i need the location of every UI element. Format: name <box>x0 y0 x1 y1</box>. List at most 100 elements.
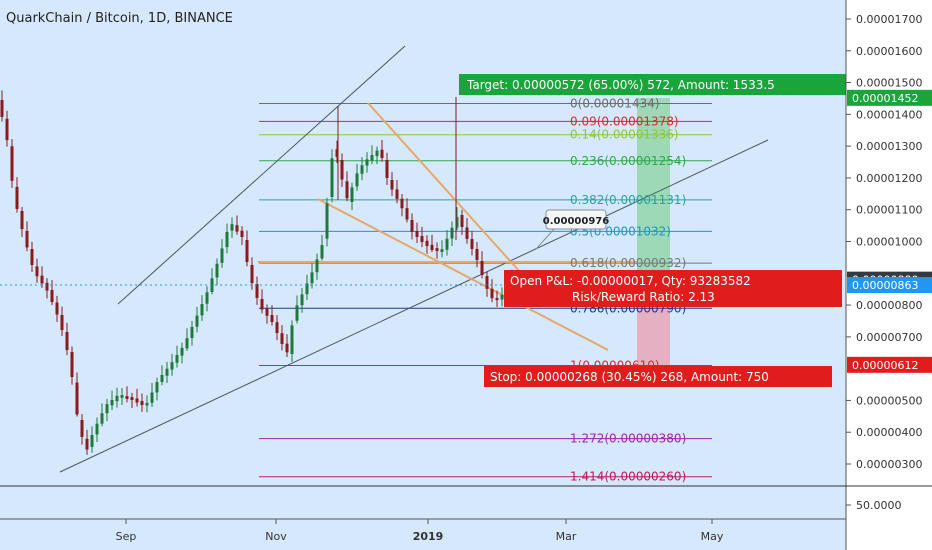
time-tick-label: Sep <box>116 530 137 543</box>
candle-body <box>140 401 144 405</box>
price-tick-label: 0.00001600 <box>856 45 922 58</box>
candle-body <box>370 155 374 161</box>
price-callout[interactable]: 0.00000976 <box>535 209 609 250</box>
candle-body <box>75 382 79 415</box>
wedge-lower-line[interactable] <box>317 198 609 351</box>
candle-body <box>145 402 149 406</box>
candle-body <box>40 275 44 284</box>
candle-body <box>95 423 99 435</box>
wedge-upper-line[interactable] <box>367 102 539 293</box>
candle-body <box>315 259 319 273</box>
candle-body <box>45 282 49 291</box>
candle-body <box>80 420 84 437</box>
candle-body <box>190 327 194 338</box>
pnl-text: Open P&L: -0.00000017, Qty: 93283582 <box>510 274 751 288</box>
fib-retracement[interactable] <box>259 103 712 478</box>
stop-label-bg <box>484 366 832 387</box>
candle-body <box>295 305 299 321</box>
candle-body <box>270 315 274 322</box>
candle-body <box>345 181 349 199</box>
time-axis[interactable]: Sep Nov 2019 Mar May <box>0 518 846 543</box>
candle-body <box>265 308 269 316</box>
candle-body <box>120 395 124 398</box>
pnl-label: Open P&L: -0.00000017, Qty: 93283582 Ris… <box>504 270 842 307</box>
price-tick-label: 0.00000700 <box>856 331 922 344</box>
candle-body <box>5 118 9 141</box>
target-label-bg <box>459 74 847 95</box>
candle-body <box>495 298 499 301</box>
time-ticks: Sep Nov 2019 Mar May <box>116 519 724 543</box>
candle-body <box>465 227 469 239</box>
candle-body <box>55 302 59 315</box>
candle-body <box>400 198 404 209</box>
candle-body <box>490 288 494 299</box>
fib-label: 0.14(0.00001336) <box>570 128 679 142</box>
candle-body <box>390 180 394 190</box>
candle-body <box>500 295 504 300</box>
candle-body <box>365 159 369 166</box>
fib-label: 0(0.00001434) <box>570 97 660 111</box>
candle-body <box>200 304 204 316</box>
candle-body <box>440 249 444 252</box>
callout-box <box>545 209 607 230</box>
price-tick-label: 0.00000300 <box>856 458 922 471</box>
candle-body <box>30 249 34 265</box>
candle-body <box>425 240 429 246</box>
candle-body <box>125 396 129 399</box>
candle-body <box>310 272 314 284</box>
fib-labels: 0(0.00001434) 0.09(0.00001378)0.14(0.0000… <box>570 97 686 484</box>
channel-lower-line[interactable] <box>59 139 769 473</box>
candle-body <box>305 283 309 295</box>
fib-label: 0.09(0.00001378) <box>570 114 679 128</box>
candle-body <box>475 249 479 260</box>
candle-body <box>375 150 379 157</box>
candle-body <box>445 238 449 250</box>
candle-body <box>260 299 264 310</box>
price-tag-bg <box>847 356 932 373</box>
candle-body <box>330 158 334 197</box>
candle-body <box>250 265 254 283</box>
indicator-pane-tick: 50.0000 <box>856 499 902 512</box>
candle-body <box>0 100 4 117</box>
candle-body <box>285 343 289 353</box>
candle-body <box>110 400 114 406</box>
candle-body <box>160 375 164 382</box>
price-tick-label: 0.00001000 <box>856 236 922 249</box>
price-tick-label: 0.00000400 <box>856 426 922 439</box>
price-tick-label: 0.00001200 <box>856 172 922 185</box>
price-tick-label: 0.00001400 <box>856 108 922 121</box>
candle-body <box>325 203 329 239</box>
callout-pointer <box>535 227 556 250</box>
candle-body <box>290 325 294 354</box>
trend-lines[interactable] <box>59 45 769 473</box>
candle-body <box>150 392 154 403</box>
candle-body <box>220 248 224 263</box>
chart-title: QuarkChain / Bitcoin, 1D, BINANCE <box>6 11 233 26</box>
candle-body <box>105 404 109 414</box>
candle-body <box>455 217 459 228</box>
candle-body <box>430 244 434 250</box>
candle-body <box>205 292 209 304</box>
time-tick-label: Mar <box>556 530 577 543</box>
channel-upper-line[interactable] <box>117 45 406 305</box>
stop-label: Stop: 0.00000268 (30.45%) 268, Amount: 7… <box>484 366 832 387</box>
price-axis[interactable]: 0.00001700 0.00001600 0.00001500 0.00001400… <box>845 0 932 550</box>
callout-text: 0.00000976 <box>543 216 609 227</box>
candle-body <box>360 165 364 174</box>
price-tick-label: 0.00001100 <box>856 204 922 217</box>
target-label: Target: 0.00000572 (65.00%) 572, Amount:… <box>459 74 847 95</box>
candle-body <box>410 220 414 232</box>
candle-body <box>300 294 304 306</box>
candle-body <box>395 189 399 199</box>
price-tag-label: 0.00001452 <box>852 92 918 105</box>
candle-body <box>225 231 229 248</box>
candle-body <box>480 261 484 275</box>
candle-body <box>350 187 354 202</box>
candle-body <box>460 215 464 227</box>
candle-body <box>280 333 284 344</box>
candle-body <box>50 290 54 302</box>
price-tick-label: 0.00000800 <box>856 299 922 312</box>
candle-body <box>85 438 89 450</box>
candle-body <box>470 239 474 249</box>
